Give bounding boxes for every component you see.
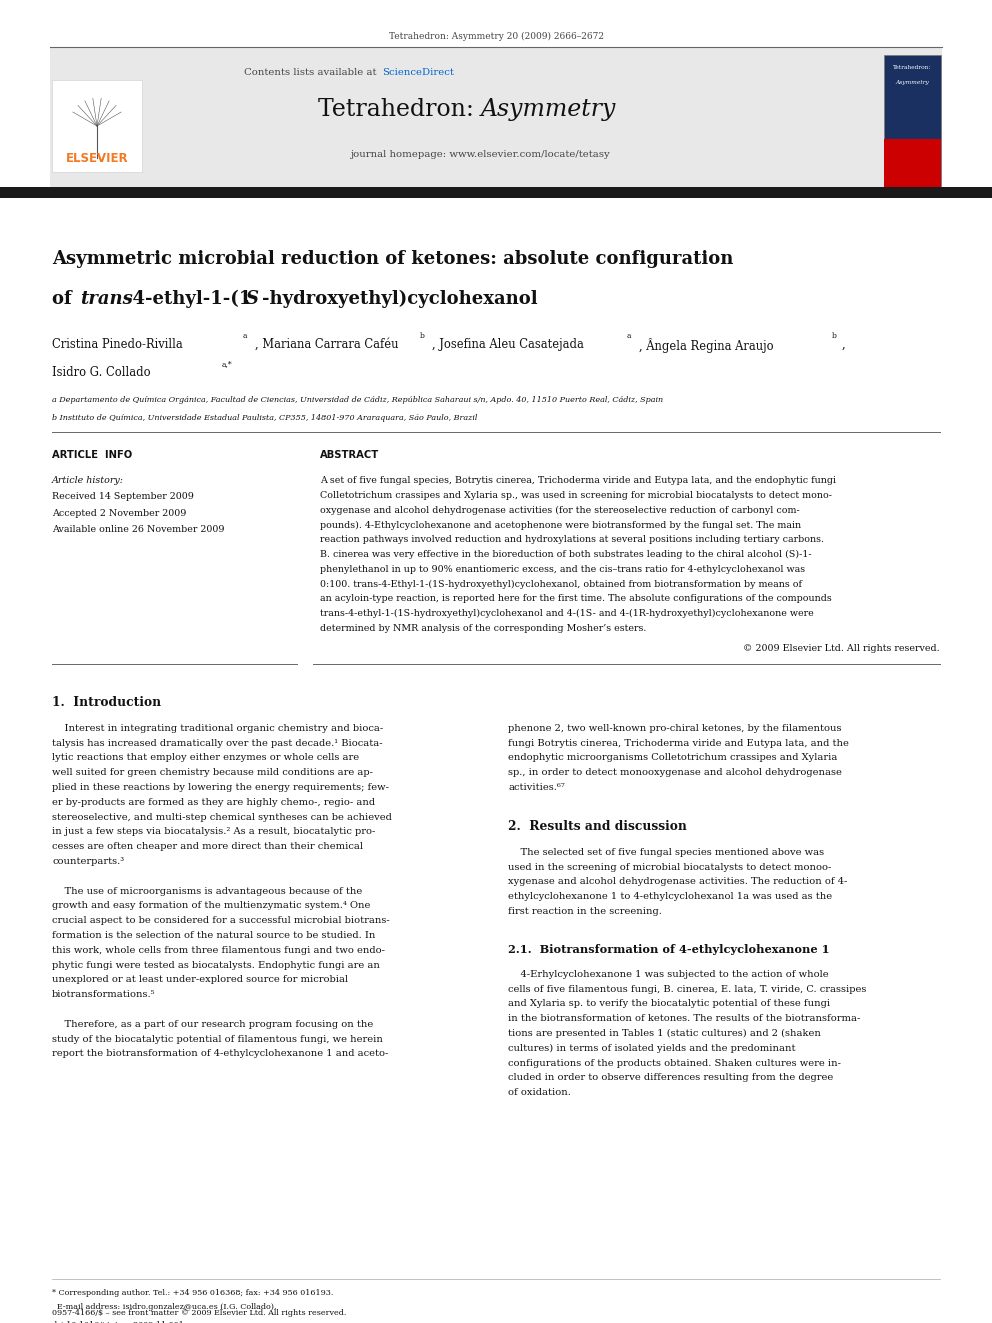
Text: Colletotrichum crassipes and Xylaria sp., was used in screening for microbial bi: Colletotrichum crassipes and Xylaria sp.… — [320, 491, 832, 500]
Text: used in the screening of microbial biocatalysts to detect monoo-: used in the screening of microbial bioca… — [508, 863, 831, 872]
Text: 2.  Results and discussion: 2. Results and discussion — [508, 820, 686, 832]
Text: cultures) in terms of isolated yields and the predominant: cultures) in terms of isolated yields an… — [508, 1044, 796, 1053]
Text: trans-4-ethyl-1-(1S-hydroxyethyl)cyclohexanol and 4-(1S- and 4-(1R-hydroxyethyl): trans-4-ethyl-1-(1S-hydroxyethyl)cyclohe… — [320, 609, 813, 618]
Text: plied in these reactions by lowering the energy requirements; few-: plied in these reactions by lowering the… — [52, 783, 389, 792]
Text: Isidro G. Collado: Isidro G. Collado — [52, 366, 151, 378]
Text: in the biotransformation of ketones. The results of the biotransforma-: in the biotransformation of ketones. The… — [508, 1015, 860, 1023]
Text: E-mail address: isidro.gonzalez@uca.es (I.G. Collado).: E-mail address: isidro.gonzalez@uca.es (… — [52, 1303, 277, 1311]
Text: endophytic microorganisms Colletotrichum crassipes and Xylaria: endophytic microorganisms Colletotrichum… — [508, 753, 837, 762]
FancyBboxPatch shape — [0, 187, 992, 198]
Text: b: b — [420, 332, 425, 340]
Text: crucial aspect to be considered for a successful microbial biotrans-: crucial aspect to be considered for a su… — [52, 917, 390, 925]
Text: stereoselective, and multi-step chemical syntheses can be achieved: stereoselective, and multi-step chemical… — [52, 812, 392, 822]
Text: © 2009 Elsevier Ltd. All rights reserved.: © 2009 Elsevier Ltd. All rights reserved… — [743, 644, 940, 652]
Text: Accepted 2 November 2009: Accepted 2 November 2009 — [52, 509, 186, 519]
Text: 0957-4166/$ – see front matter © 2009 Elsevier Ltd. All rights reserved.: 0957-4166/$ – see front matter © 2009 El… — [52, 1308, 346, 1316]
Text: lytic reactions that employ either enzymes or whole cells are: lytic reactions that employ either enzym… — [52, 753, 359, 762]
Text: 4-Erhylcyclohexanone 1 was subjected to the action of whole: 4-Erhylcyclohexanone 1 was subjected to … — [508, 970, 828, 979]
Text: 1.  Introduction: 1. Introduction — [52, 696, 161, 709]
Text: Tetrahedron: Asymmetry 20 (2009) 2666–2672: Tetrahedron: Asymmetry 20 (2009) 2666–26… — [389, 32, 603, 41]
Text: Available online 26 November 2009: Available online 26 November 2009 — [52, 525, 224, 534]
Text: The selected set of five fungal species mentioned above was: The selected set of five fungal species … — [508, 848, 824, 857]
Text: , Mariana Carrara Caféu: , Mariana Carrara Caféu — [255, 337, 399, 351]
Text: of oxidation.: of oxidation. — [508, 1089, 570, 1097]
Text: Asymmetry: Asymmetry — [895, 79, 929, 85]
Text: doi:10.1016/j.tetasy.2009.11.001: doi:10.1016/j.tetasy.2009.11.001 — [52, 1320, 185, 1323]
Text: unexplored or at least under-explored source for microbial: unexplored or at least under-explored so… — [52, 975, 348, 984]
Text: counterparts.³: counterparts.³ — [52, 857, 124, 867]
Text: and Xylaria sp. to verify the biocatalytic potential of these fungi: and Xylaria sp. to verify the biocatalyt… — [508, 999, 830, 1008]
Text: well suited for green chemistry because mild conditions are ap-: well suited for green chemistry because … — [52, 769, 373, 777]
FancyBboxPatch shape — [50, 48, 942, 191]
Text: The use of microorganisms is advantageous because of the: The use of microorganisms is advantageou… — [52, 886, 362, 896]
Text: S: S — [246, 290, 259, 308]
Text: pounds). 4-Ethylcyclohexanone and acetophenone were biotransformed by the fungal: pounds). 4-Ethylcyclohexanone and acetop… — [320, 520, 802, 529]
Text: a,*: a,* — [222, 360, 233, 368]
Text: ethylcyclohexanone 1 to 4-ethylcyclohexanol 1a was used as the: ethylcyclohexanone 1 to 4-ethylcyclohexa… — [508, 892, 832, 901]
Text: 2.1.  Biotransformation of 4-ethylcyclohexanone 1: 2.1. Biotransformation of 4-ethylcyclohe… — [508, 943, 829, 955]
Text: report the biotransformation of 4-ethylcyclohexanone 1 and aceto-: report the biotransformation of 4-ethylc… — [52, 1049, 389, 1058]
Text: B. cinerea was very effective in the bioreduction of both substrates leading to : B. cinerea was very effective in the bio… — [320, 550, 811, 560]
Text: oxygenase and alcohol dehydrogenase activities (for the stereoselective reductio: oxygenase and alcohol dehydrogenase acti… — [320, 505, 800, 515]
Text: tions are presented in Tables 1 (static cultures) and 2 (shaken: tions are presented in Tables 1 (static … — [508, 1029, 820, 1039]
Text: cluded in order to observe differences resulting from the degree: cluded in order to observe differences r… — [508, 1073, 833, 1082]
Text: Received 14 September 2009: Received 14 September 2009 — [52, 492, 193, 501]
Text: ELSEVIER: ELSEVIER — [65, 152, 128, 165]
Text: er by-products are formed as they are highly chemo-, regio- and: er by-products are formed as they are hi… — [52, 798, 375, 807]
Text: Article history:: Article history: — [52, 476, 124, 486]
FancyBboxPatch shape — [884, 139, 941, 187]
Text: Asymmetric microbial reduction of ketones: absolute configuration: Asymmetric microbial reduction of ketone… — [52, 250, 733, 269]
Text: Therefore, as a part of our research program focusing on the: Therefore, as a part of our research pro… — [52, 1020, 373, 1029]
Text: configurations of the products obtained. Shaken cultures were in-: configurations of the products obtained.… — [508, 1058, 841, 1068]
Text: first reaction in the screening.: first reaction in the screening. — [508, 908, 662, 916]
FancyBboxPatch shape — [52, 79, 142, 172]
Text: this work, whole cells from three filamentous fungi and two endo-: this work, whole cells from three filame… — [52, 946, 385, 955]
Text: , Ângela Regina Araujo: , Ângela Regina Araujo — [639, 337, 774, 353]
Text: reaction pathways involved reduction and hydroxylations at several positions inc: reaction pathways involved reduction and… — [320, 536, 824, 544]
Text: xygenase and alcohol dehydrogenase activities. The reduction of 4-: xygenase and alcohol dehydrogenase activ… — [508, 877, 847, 886]
Text: A set of five fungal species, Botrytis cinerea, Trichoderma viride and Eutypa la: A set of five fungal species, Botrytis c… — [320, 476, 836, 486]
Text: a Departamento de Química Orgánica, Facultad de Ciencias, Universidad de Cádiz, : a Departamento de Química Orgánica, Facu… — [52, 396, 663, 404]
Text: formation is the selection of the natural source to be studied. In: formation is the selection of the natura… — [52, 931, 375, 941]
Text: fungi Botrytis cinerea, Trichoderma viride and Eutypa lata, and the: fungi Botrytis cinerea, Trichoderma viri… — [508, 738, 849, 747]
Text: trans: trans — [80, 290, 133, 308]
Text: ,: , — [842, 337, 845, 351]
Text: talysis has increased dramatically over the past decade.¹ Biocata-: talysis has increased dramatically over … — [52, 738, 383, 747]
Text: -4-ethyl-1-(1: -4-ethyl-1-(1 — [125, 290, 251, 308]
Text: of: of — [52, 290, 78, 308]
FancyBboxPatch shape — [884, 56, 941, 187]
Text: sp., in order to detect monooxygenase and alcohol dehydrogenase: sp., in order to detect monooxygenase an… — [508, 769, 842, 777]
Text: phenone 2, two well-known pro-chiral ketones, by the filamentous: phenone 2, two well-known pro-chiral ket… — [508, 724, 841, 733]
Text: ARTICLE  INFO: ARTICLE INFO — [52, 450, 132, 460]
Text: * Corresponding author. Tel.: +34 956 016368; fax: +34 956 016193.: * Corresponding author. Tel.: +34 956 01… — [52, 1289, 333, 1297]
Text: a: a — [243, 332, 247, 340]
Text: Asymmetry: Asymmetry — [481, 98, 616, 120]
Text: phytic fungi were tested as biocatalysts. Endophytic fungi are an: phytic fungi were tested as biocatalysts… — [52, 960, 380, 970]
Text: study of the biocatalytic potential of filamentous fungi, we herein: study of the biocatalytic potential of f… — [52, 1035, 383, 1044]
Text: a: a — [627, 332, 632, 340]
Text: 0:100. trans-4-Ethyl-1-(1S-hydroxyethyl)cyclohexanol, obtained from biotransform: 0:100. trans-4-Ethyl-1-(1S-hydroxyethyl)… — [320, 579, 802, 589]
Text: -hydroxyethyl)cyclohexanol: -hydroxyethyl)cyclohexanol — [262, 290, 538, 308]
Text: growth and easy formation of the multienzymatic system.⁴ One: growth and easy formation of the multien… — [52, 901, 370, 910]
Text: Cristina Pinedo-Rivilla: Cristina Pinedo-Rivilla — [52, 337, 183, 351]
Text: cells of five filamentous fungi, B. cinerea, E. lata, T. viride, C. crassipes: cells of five filamentous fungi, B. cine… — [508, 984, 866, 994]
Text: ABSTRACT: ABSTRACT — [320, 450, 379, 460]
Text: activities.⁶⁷: activities.⁶⁷ — [508, 783, 564, 792]
Text: phenylethanol in up to 90% enantiomeric excess, and the cis–trans ratio for 4-et: phenylethanol in up to 90% enantiomeric … — [320, 565, 806, 574]
Text: determined by NMR analysis of the corresponding Mosher’s esters.: determined by NMR analysis of the corres… — [320, 624, 647, 632]
Text: an acyloin-type reaction, is reported here for the first time. The absolute conf: an acyloin-type reaction, is reported he… — [320, 594, 831, 603]
Text: Interest in integrating traditional organic chemistry and bioca-: Interest in integrating traditional orga… — [52, 724, 383, 733]
Text: cesses are often cheaper and more direct than their chemical: cesses are often cheaper and more direct… — [52, 843, 363, 851]
Text: Contents lists available at: Contents lists available at — [244, 67, 380, 77]
Text: , Josefina Aleu Casatejada: , Josefina Aleu Casatejada — [432, 337, 584, 351]
Text: b Instituto de Química, Universidade Estadual Paulista, CP355, 14801-970 Araraqu: b Instituto de Química, Universidade Est… — [52, 414, 477, 422]
Text: in just a few steps via biocatalysis.² As a result, biocatalytic pro-: in just a few steps via biocatalysis.² A… — [52, 827, 375, 836]
Text: b: b — [832, 332, 837, 340]
Text: journal homepage: www.elsevier.com/locate/tetasy: journal homepage: www.elsevier.com/locat… — [351, 149, 611, 159]
Text: Tetrahedron:: Tetrahedron: — [893, 65, 931, 70]
Text: biotransformations.⁵: biotransformations.⁵ — [52, 990, 156, 999]
Text: Tetrahedron:: Tetrahedron: — [317, 98, 481, 120]
Text: ScienceDirect: ScienceDirect — [382, 67, 454, 77]
